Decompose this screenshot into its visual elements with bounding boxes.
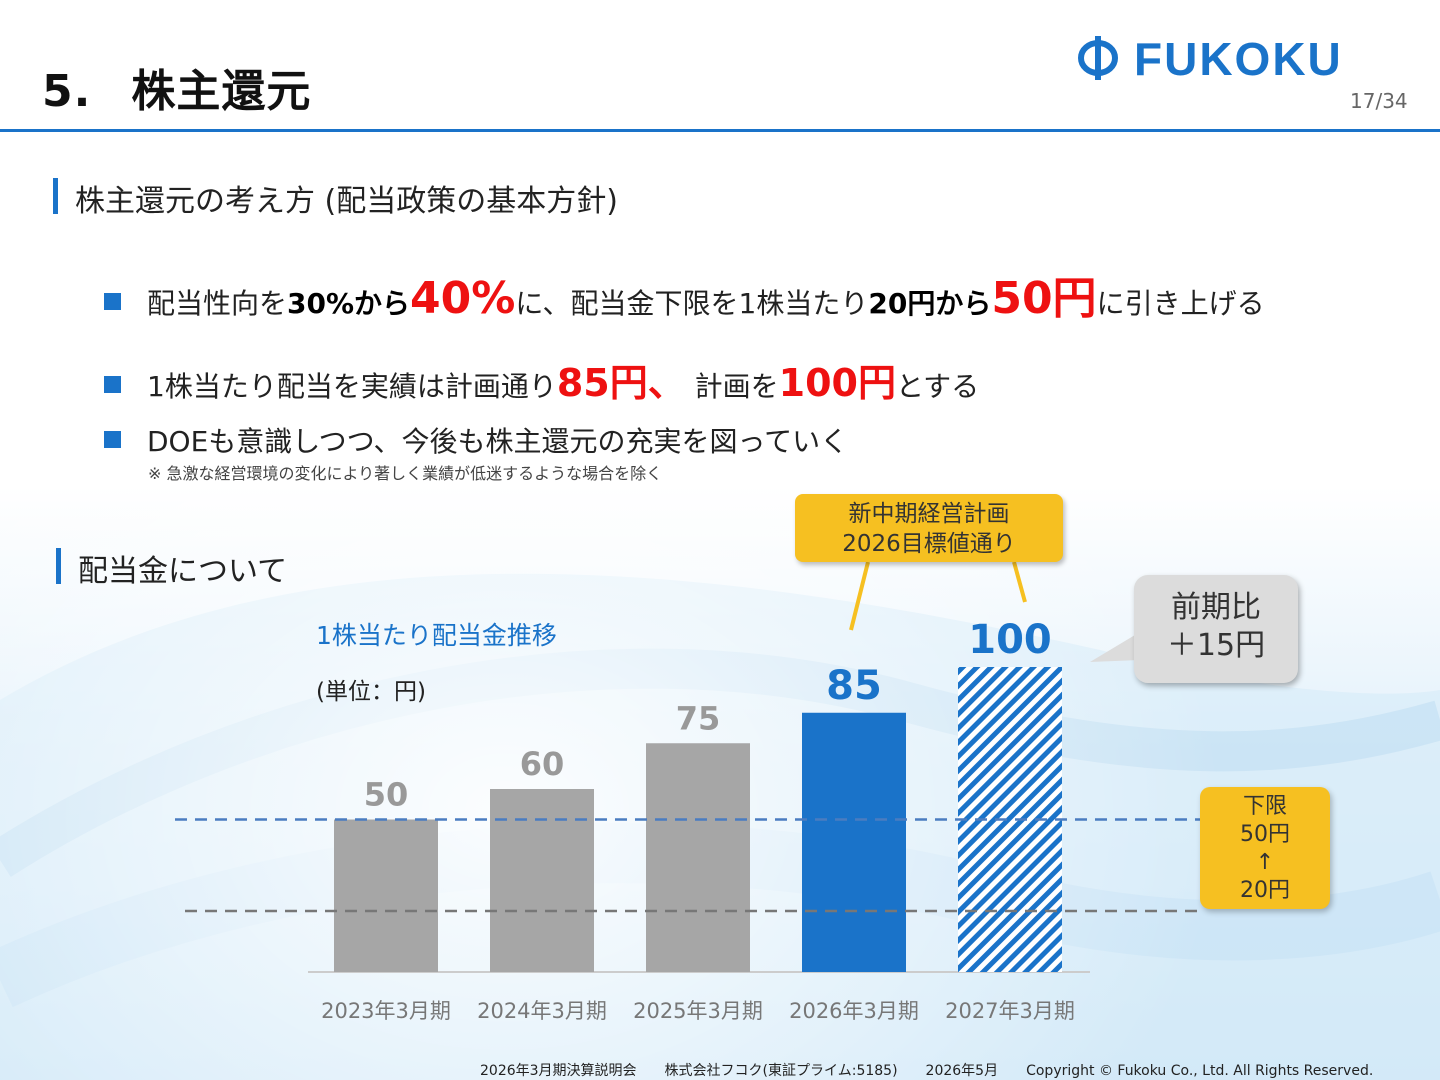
x-tick-label: 2024年3月期 xyxy=(477,999,607,1023)
bullet-item-3: DOEも意識しつつ、今後も株主還元の充実を図っていく xyxy=(104,420,848,460)
bar-2026年3月期 xyxy=(802,712,906,972)
header-divider xyxy=(0,129,1440,132)
bullet-square-icon xyxy=(104,292,121,310)
fukoku-logo: FUKOKU xyxy=(1078,33,1343,84)
bullet-item-1: 配当性向を30%から40%に、配当金下限を1株当たり20円から50円に引き上げる xyxy=(104,262,1265,326)
page-title-text: 株主還元 xyxy=(131,66,312,117)
x-tick-label: 2025年3月期 xyxy=(633,999,763,1023)
section-heading-dividend-text: 配当金について xyxy=(78,554,288,589)
logo-text: FUKOKU xyxy=(1134,33,1343,84)
footer-date: 2026年5月 xyxy=(925,1063,999,1079)
bullet1-highlight-40pct: 40% xyxy=(410,273,516,324)
bullet2-text-e: とする xyxy=(895,370,980,403)
x-tick-label: 2023年3月期 xyxy=(321,999,451,1023)
bullet1-text-g: に引き上げる xyxy=(1096,287,1265,320)
bullet1-text-d: に、配当金下限を1株当たり xyxy=(515,287,869,320)
page-title: 5. 株主還元 xyxy=(42,55,311,119)
callout-pointer-2026 xyxy=(849,561,870,631)
page-number: 17/34 xyxy=(1350,89,1408,113)
callout-line-2: 2026目標値通り xyxy=(842,531,1016,557)
bullet2-highlight-100yen: 100円 xyxy=(778,361,896,405)
bullet-square-icon xyxy=(104,375,121,393)
data-label-2027年3月期: 100 xyxy=(968,617,1052,663)
footer-event: 2026年3月期決算説明会 xyxy=(480,1063,637,1079)
data-label-2025年3月期: 75 xyxy=(676,699,721,737)
section-heading-dividend: 配当金について xyxy=(56,546,288,590)
floor-line-1: 下限 xyxy=(1242,794,1287,819)
bubble-tail xyxy=(1090,632,1140,662)
bubble-line-2: ＋15円 xyxy=(1166,628,1266,663)
x-tick-label: 2027年3月期 xyxy=(945,999,1075,1023)
bar-2025年3月期 xyxy=(646,743,750,972)
bullet1-text-e: 20円から xyxy=(868,287,992,320)
bullet1-text-a: 配当性向を xyxy=(147,287,288,320)
chart-title: 1株当たり配当金推移 xyxy=(316,621,557,650)
bullet2-text-a: 1株当たり配当を実績は計画通り xyxy=(147,370,557,403)
data-label-2024年3月期: 60 xyxy=(520,745,565,783)
data-label-2023年3月期: 50 xyxy=(364,776,409,814)
section-marker xyxy=(53,178,58,214)
yoy-change-bubble: 前期比 ＋15円 xyxy=(1134,575,1298,683)
data-label-2026年3月期: 85 xyxy=(826,663,882,709)
dividend-floor-box: 下限 50円 ↑ 20円 xyxy=(1200,787,1330,909)
callout-pointer-2027 xyxy=(1012,561,1027,603)
bullet1-text-b: 30%から xyxy=(287,287,411,320)
footer-company: 株式会社フコク(東証プライム:5185) xyxy=(664,1063,898,1079)
bullet2-text-c: 計画を xyxy=(685,370,779,403)
bullet-square-icon xyxy=(104,430,121,448)
bubble-line-1: 前期比 xyxy=(1171,590,1261,625)
bullet2-highlight-85yen: 85円、 xyxy=(556,361,686,405)
bullet-item-2: 1株当たり配当を実績は計画通り85円、 計画を100円とする xyxy=(104,352,979,407)
bullet3-text: DOEも意識しつつ、今後も株主還元の充実を図っていく xyxy=(147,425,849,458)
section-number: 5. xyxy=(42,66,92,117)
footer: 2026年3月期決算説明会 株式会社フコク(東証プライム:5185) 2026年5月… xyxy=(480,1060,1373,1080)
phi-icon xyxy=(1078,36,1118,80)
callout-line-1: 新中期経営計画 xyxy=(848,501,1010,527)
bar-2024年3月期 xyxy=(490,789,594,972)
chart-unit-label: (単位：円) xyxy=(316,679,426,705)
floor-line-4: 20円 xyxy=(1240,878,1290,903)
footer-copyright: Copyright © Fukoku Co., Ltd. All Rights … xyxy=(1026,1063,1374,1079)
section-marker xyxy=(56,548,61,584)
footnote: ※ 急激な経営環境の変化により著しく業績が低迷するような場合を除く xyxy=(148,464,663,483)
floor-line-2: 50円 xyxy=(1240,822,1290,847)
bullet1-highlight-50yen: 50円 xyxy=(991,273,1097,324)
section-heading-policy: 株主還元の考え方 (配当政策の基本方針) xyxy=(53,176,618,220)
bar-2023年3月期 xyxy=(334,819,438,972)
up-arrow-icon: ↑ xyxy=(1255,850,1275,875)
mid-term-plan-callout: 新中期経営計画 2026目標値通り xyxy=(795,494,1063,562)
section-heading-policy-text: 株主還元の考え方 (配当政策の基本方針) xyxy=(75,184,618,219)
x-tick-label: 2026年3月期 xyxy=(789,999,919,1023)
